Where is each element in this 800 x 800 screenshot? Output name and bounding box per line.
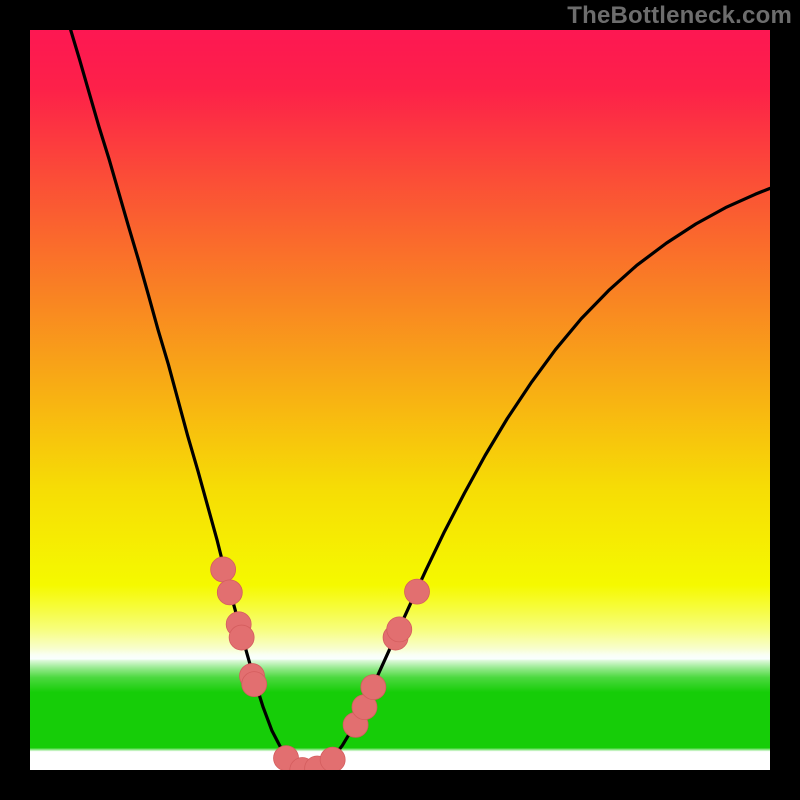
curve-marker [217,580,242,605]
watermark-text: TheBottleneck.com [567,2,792,30]
curve-marker [405,579,430,604]
bottleneck-chart [30,30,770,770]
curve-marker [242,672,267,697]
curve-marker [320,747,345,770]
curve-marker [387,617,412,642]
plot-area [30,30,770,770]
chart-background [30,30,770,770]
chart-frame: TheBottleneck.com [0,0,800,800]
curve-marker [211,557,236,582]
curve-marker [229,625,254,650]
curve-marker [361,675,386,700]
